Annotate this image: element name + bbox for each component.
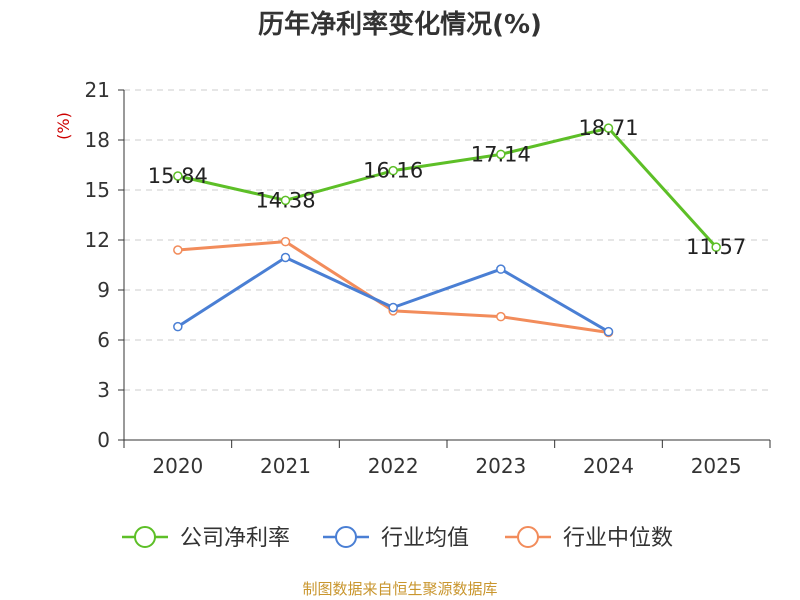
- x-tick-label: 2021: [260, 454, 311, 478]
- data-point: [388, 165, 398, 176]
- data-point: [280, 236, 291, 247]
- y-tick-label: 0: [97, 428, 110, 452]
- legend-marker: [335, 526, 357, 548]
- chart-title: 历年净利率变化情况(%): [258, 10, 542, 40]
- legend-item: 公司净利率: [122, 526, 290, 551]
- data-label: 14.38: [255, 188, 315, 212]
- x-tick-label: 2023: [475, 454, 526, 478]
- y-tick-label: 3: [97, 378, 110, 402]
- legend-item: 行业中位数: [505, 526, 673, 551]
- x-tick-label: 2025: [691, 454, 742, 478]
- series-line: [177, 256, 610, 333]
- data-point: [280, 252, 291, 263]
- data-label: 17.14: [471, 142, 531, 166]
- data-point: [496, 311, 506, 322]
- data-point: [496, 149, 506, 160]
- data-label: 16.16: [363, 159, 423, 183]
- y-tick-label: 6: [97, 328, 110, 352]
- data-point: [388, 302, 398, 313]
- series-line: [177, 240, 609, 334]
- data-point: [603, 123, 614, 133]
- legend-label: 行业中位数: [563, 526, 673, 551]
- data-point: [711, 242, 721, 252]
- data-point: [603, 326, 614, 337]
- x-tick-label: 2020: [152, 454, 203, 478]
- x-tick-label: 2022: [368, 454, 419, 478]
- y-tick-label: 12: [85, 228, 110, 252]
- y-tick-label: 18: [85, 128, 110, 152]
- series-line: [177, 126, 718, 249]
- y-axis-label: (%): [54, 112, 73, 140]
- legend-label: 公司净利率: [180, 526, 290, 551]
- data-label: 11.57: [686, 235, 746, 259]
- x-tick-label: 2024: [583, 454, 634, 478]
- legend-item: 行业均值: [323, 526, 469, 551]
- source-footer: 制图数据来自恒生聚源数据库: [302, 580, 498, 598]
- legend-label: 行业均值: [381, 526, 469, 551]
- data-label: 15.84: [148, 164, 208, 188]
- legend-marker: [134, 526, 156, 548]
- y-tick-label: 15: [85, 178, 110, 202]
- legend-marker: [517, 526, 539, 548]
- y-tick-label: 9: [97, 278, 110, 302]
- y-tick-label: 21: [85, 78, 110, 102]
- data-point: [173, 321, 183, 332]
- data-point: [173, 171, 183, 181]
- data-point: [280, 195, 291, 206]
- data-label: 18.71: [578, 116, 638, 140]
- data-point: [496, 264, 506, 274]
- data-point: [173, 245, 183, 255]
